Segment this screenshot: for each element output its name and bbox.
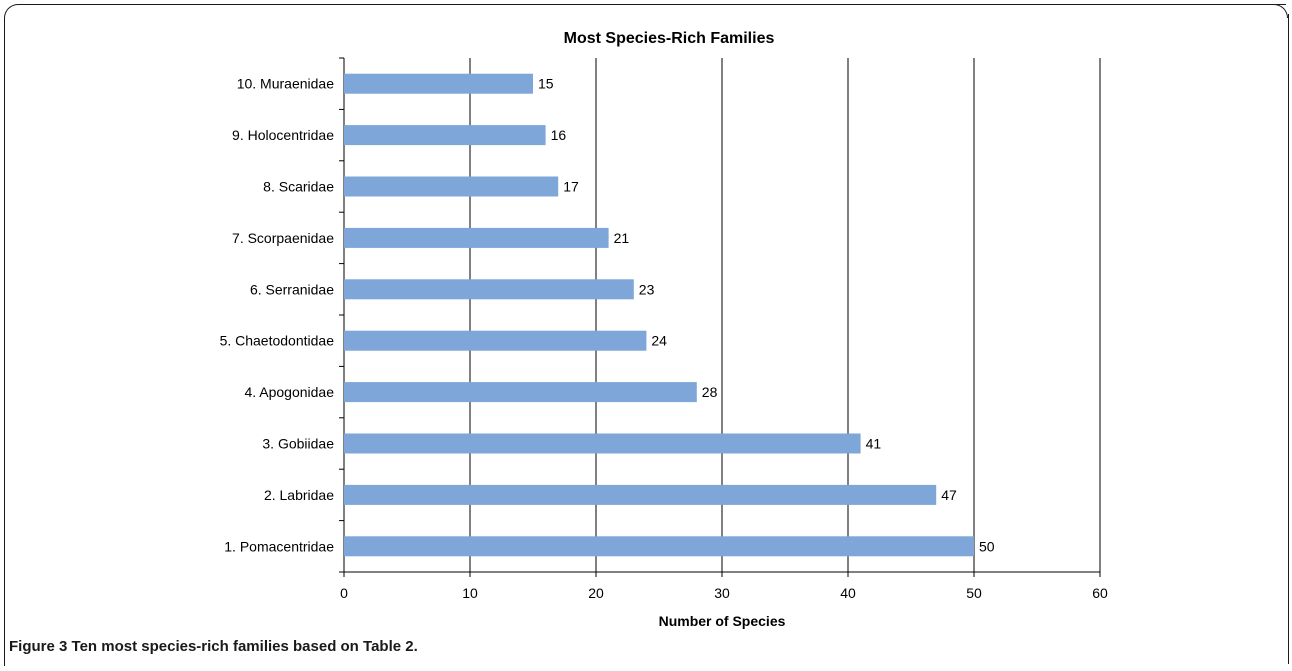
data-label: 17 xyxy=(563,179,579,195)
x-tick-label: 0 xyxy=(340,585,348,601)
data-label: 24 xyxy=(651,333,667,349)
data-label: 21 xyxy=(614,230,630,246)
bar xyxy=(344,433,861,454)
bar xyxy=(344,536,974,557)
data-label: 47 xyxy=(941,487,957,503)
bar xyxy=(344,330,647,351)
category-label: 10. Muraenidae xyxy=(237,76,335,92)
x-tick-label: 10 xyxy=(462,585,478,601)
x-tick-label: 60 xyxy=(1092,585,1108,601)
category-label: 4. Apogonidae xyxy=(244,384,334,400)
category-label: 9. Holocentridae xyxy=(232,127,334,143)
bar xyxy=(344,279,634,300)
x-tick-label: 40 xyxy=(840,585,856,601)
data-label: 23 xyxy=(639,281,655,297)
figure-frame-edge xyxy=(1288,14,1289,664)
bar xyxy=(344,382,697,403)
bar xyxy=(344,176,559,197)
category-label: 8. Scaridae xyxy=(263,179,334,195)
data-label: 16 xyxy=(551,127,567,143)
bar xyxy=(344,73,533,94)
x-tick-label: 30 xyxy=(714,585,730,601)
category-label: 2. Labridae xyxy=(264,487,334,503)
data-label: 41 xyxy=(866,436,882,452)
chart-title: Most Species-Rich Families xyxy=(564,30,775,47)
bar xyxy=(344,484,937,505)
plot-area: 0 10 20 30 40 50 60 10. Muraenidae 15 9. Holocent… xyxy=(220,57,1108,601)
figure-frame xyxy=(4,4,1286,666)
x-tick-label: 50 xyxy=(966,585,982,601)
x-tick-label: 20 xyxy=(588,585,604,601)
category-label: 3. Gobiidae xyxy=(262,436,334,452)
category-label: 1. Pomacentridae xyxy=(224,538,334,554)
category-label: 7. Scorpaenidae xyxy=(232,230,334,246)
x-axis-label: Number of Species xyxy=(659,613,786,629)
category-label: 5. Chaetodontidae xyxy=(220,333,335,349)
bar xyxy=(344,125,546,146)
category-label: 6. Serranidae xyxy=(250,281,334,297)
figure-caption: Figure 3 Ten most species-rich families … xyxy=(9,638,418,655)
caption-label: Figure 3 xyxy=(9,638,68,655)
caption-text: Ten most species-rich families based on … xyxy=(71,638,418,655)
data-label: 15 xyxy=(538,76,554,92)
data-label: 50 xyxy=(979,538,995,554)
data-label: 28 xyxy=(702,384,718,400)
bar xyxy=(344,227,609,248)
